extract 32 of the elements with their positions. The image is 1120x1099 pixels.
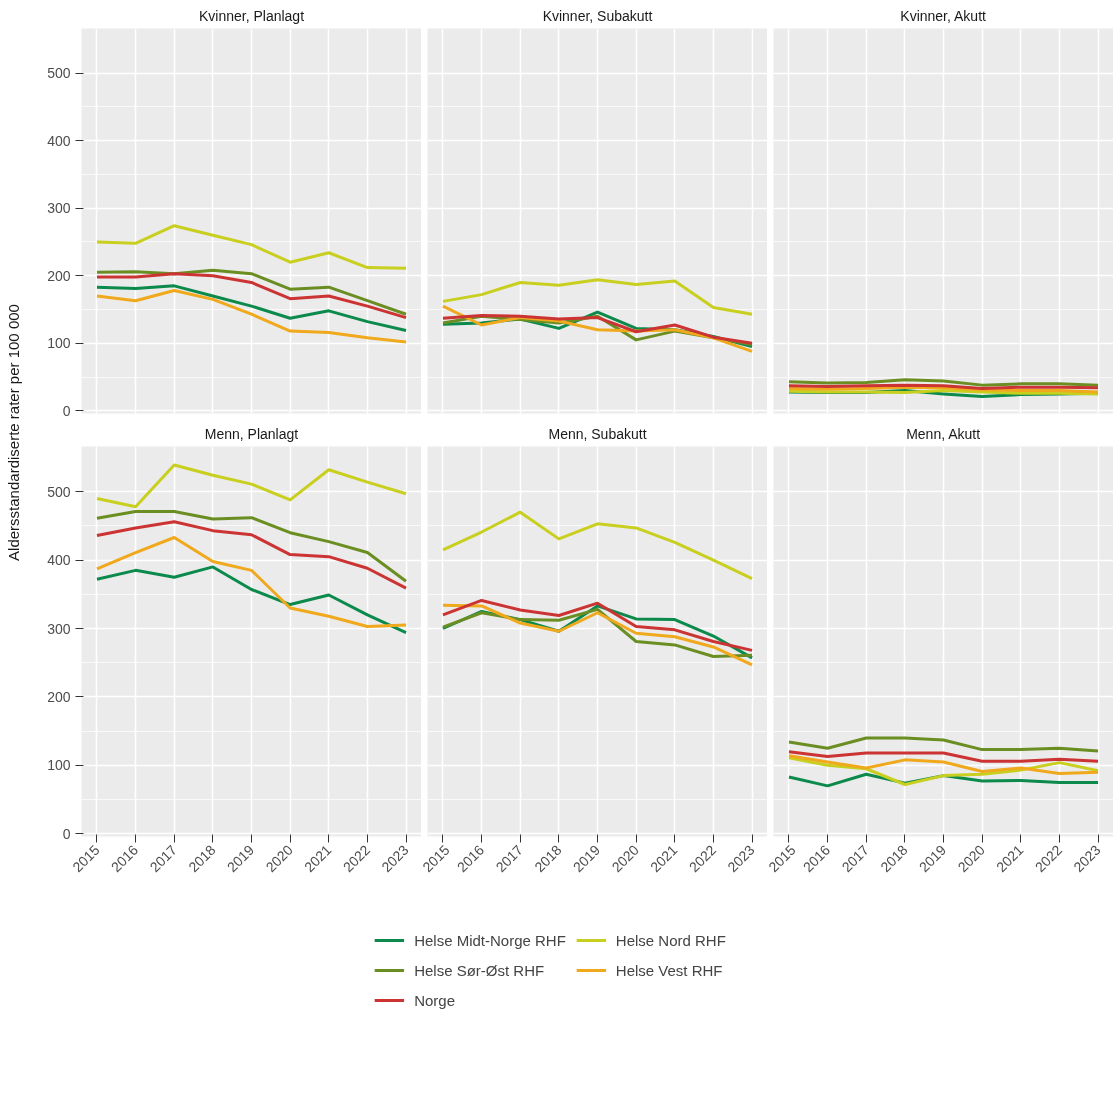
line-series (95, 224, 408, 270)
chart-title: Kvinner, Planlagt (198, 7, 305, 24)
y-tick-label: 400 (47, 132, 71, 149)
y-tick-label: 0 (62, 825, 71, 842)
y-tick-label: 400 (47, 552, 71, 569)
line-series (95, 510, 408, 583)
legend-label: Helse Nord RHF (615, 931, 726, 949)
chart-title: Menn, Subakutt (548, 425, 647, 442)
line-series (95, 536, 408, 628)
line-series (95, 289, 408, 344)
y-tick-label: 0 (62, 402, 71, 419)
chart-title: Kvinner, Subakutt (542, 7, 653, 24)
chart-title: Kvinner, Akutt (900, 7, 987, 24)
line-series (95, 565, 408, 635)
line-series (95, 284, 408, 332)
y-tick-label: 500 (47, 65, 71, 82)
y-tick-label: 100 (47, 335, 71, 352)
y-tick-label: 500 (47, 483, 71, 500)
chart-title: Menn, Planlagt (204, 425, 299, 442)
line-series (95, 520, 408, 590)
legend-label: Helse Midt-Norge RHF (414, 931, 566, 949)
y-axis-title: Aldersstandardiserte rater per 100 000 (5, 304, 22, 561)
y-tick-label: 300 (47, 200, 71, 217)
y-tick-label: 100 (47, 757, 71, 774)
legend-label: Norge (414, 991, 455, 1009)
legend-label: Helse Sør-Øst RHF (414, 961, 545, 979)
chart-title: Menn, Akutt (906, 425, 981, 442)
y-tick-label: 300 (47, 620, 71, 637)
y-tick-label: 200 (47, 688, 71, 705)
line-series (95, 463, 408, 509)
y-tick-label: 200 (47, 267, 71, 284)
legend-label: Helse Vest RHF (615, 961, 723, 979)
